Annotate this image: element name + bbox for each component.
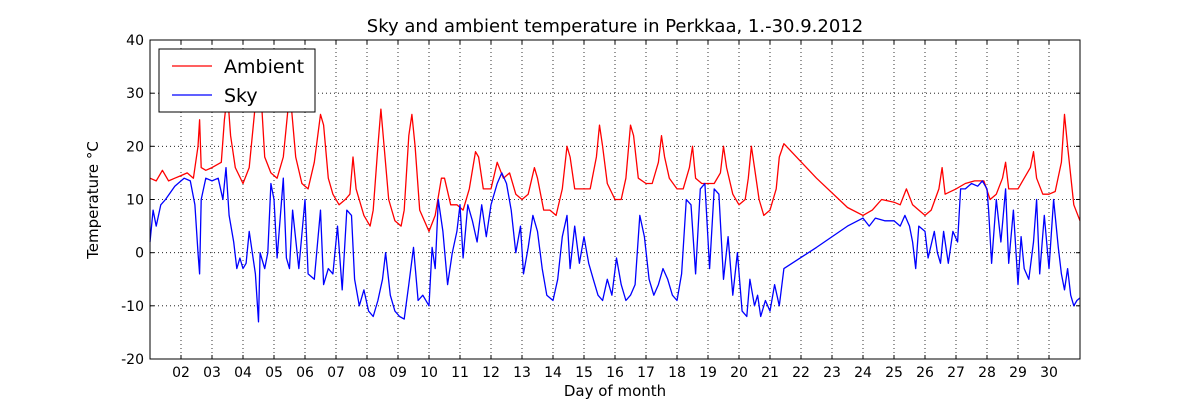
y-tick-label: 10 [126,193,144,209]
legend: Ambient Sky [158,48,316,113]
y-tick-label: -20 [121,352,144,368]
x-tick-label: 09 [389,365,407,381]
x-tick-label: 11 [451,365,469,381]
y-axis-label: Temperature °C [84,141,102,260]
x-tick-label: 26 [916,365,934,381]
x-tick-label: 19 [699,365,717,381]
series-line-ambient [149,65,1081,233]
y-tick-label: -10 [121,299,144,315]
x-tick-label: 08 [358,365,376,381]
x-tick-label: 23 [823,365,841,381]
x-tick-label: 05 [265,365,283,381]
x-tick-label: 22 [792,365,810,381]
x-tick-label: 18 [668,365,686,381]
x-tick-label: 27 [947,365,965,381]
x-tick-label: 04 [234,365,252,381]
chart-title: Sky and ambient temperature in Perkkaa, … [367,16,863,37]
x-tick-label: 13 [513,365,531,381]
y-tick-label: 0 [135,246,144,262]
x-tick-label: 06 [296,365,314,381]
legend-ambient-label: Ambient [224,56,304,78]
x-tick-label: 15 [575,365,593,381]
x-tick-label: 02 [172,365,190,381]
y-tick-label: 30 [126,86,144,102]
y-tick-label: 20 [126,139,144,155]
x-tick-label: 29 [1009,365,1027,381]
x-tick-label: 20 [730,365,748,381]
x-tick-label: 07 [327,365,345,381]
x-tick-label: 17 [637,365,655,381]
axis-ticks: 02 03 04 05 06 07 08 09 10 11 12 13 14 15 16 17 18 19 20 21… [121,33,1080,381]
x-tick-label: 30 [1040,365,1058,381]
x-tick-label: 21 [761,365,779,381]
series-line-sky [149,166,1081,323]
x-tick-label: 16 [606,365,624,381]
legend-box [158,48,316,113]
series-lines [149,65,1081,323]
x-tick-label: 14 [544,365,562,381]
x-tick-label: 03 [203,365,221,381]
x-tick-label: 12 [482,365,500,381]
x-tick-label: 25 [885,365,903,381]
x-tick-label: 24 [854,365,872,381]
x-tick-label: 10 [420,365,438,381]
x-tick-label: 28 [978,365,996,381]
legend-sky-label: Sky [224,85,258,107]
x-axis-label: Day of month [564,382,666,400]
y-tick-label: 40 [126,33,144,49]
